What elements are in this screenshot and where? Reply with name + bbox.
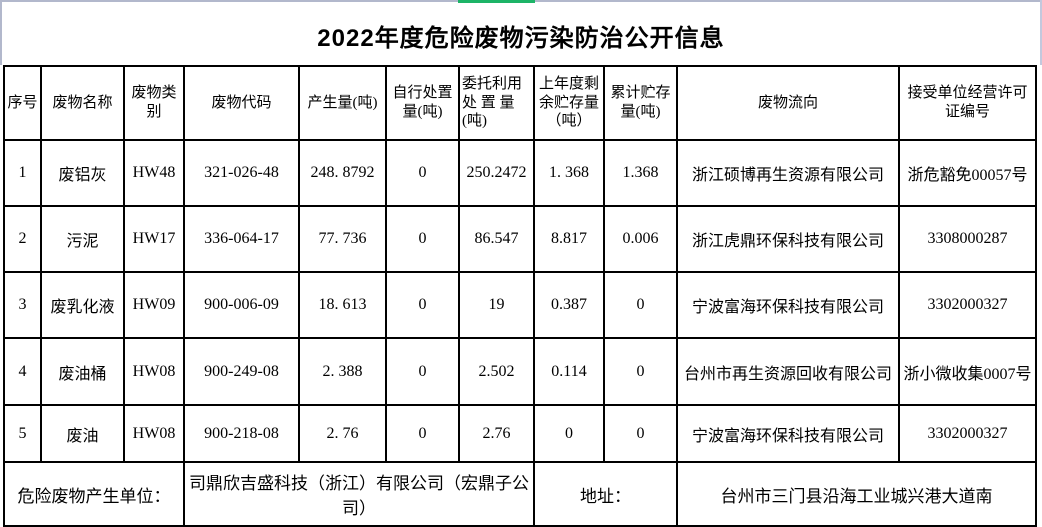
col-header-entrusted: 委托利用 处 置 量 (吨) (458, 65, 535, 141)
cell-code: 900-006-09 (183, 271, 300, 339)
cell-self-disposed: 0 (385, 337, 460, 406)
cell-license: 3308000287 (898, 205, 1037, 273)
cell-produced: 77. 736 (298, 205, 387, 273)
cell-prev-storage: 0.387 (533, 271, 605, 339)
cell-seq: 1 (3, 139, 42, 207)
cell-seq: 5 (3, 404, 42, 463)
page-title: 2022年度危险废物污染防治公开信息 (317, 24, 725, 52)
cell-flow: 浙江硕博再生资源有限公司 (676, 139, 900, 207)
col-header-prev-storage: 上年度剩 余贮存量 （吨） (533, 65, 605, 141)
cell-entrusted: 250.2472 (458, 139, 535, 207)
cell-category: HW08 (123, 337, 185, 406)
cell-entrusted: 86.547 (458, 205, 535, 273)
table-row: 5 废油 HW08 900-218-08 2. 76 0 2.76 0 0 宁波… (3, 404, 1037, 463)
cell-self-disposed: 0 (385, 271, 460, 339)
cell-cumulative: 1.368 (603, 139, 678, 207)
cell-prev-storage: 8.817 (533, 205, 605, 273)
col-header-produced: 产生量(吨) (298, 65, 387, 141)
producer-value: 司鼎欣吉盛科技（浙江）有限公司（宏鼎子公司） (183, 461, 535, 527)
cell-cumulative: 0 (603, 404, 678, 463)
cell-license: 3302000327 (898, 404, 1037, 463)
cell-code: 336-064-17 (183, 205, 300, 273)
cell-entrusted: 2.502 (458, 337, 535, 406)
cell-waste-name: 废油桶 (40, 337, 125, 406)
cell-category: HW17 (123, 205, 185, 273)
cell-flow: 台州市再生资源回收有限公司 (676, 337, 900, 406)
cell-code: 900-218-08 (183, 404, 300, 463)
cell-seq: 2 (3, 205, 42, 273)
cell-flow: 宁波富海环保科技有限公司 (676, 404, 900, 463)
cell-waste-name: 废铝灰 (40, 139, 125, 207)
cell-produced: 18. 613 (298, 271, 387, 339)
table-row: 3 废乳化液 HW09 900-006-09 18. 613 0 19 0.38… (3, 271, 1037, 339)
address-label: 地址： (533, 461, 678, 527)
cell-seq: 4 (3, 337, 42, 406)
col-header-cumulative: 累计贮存 量(吨) (603, 65, 678, 141)
cell-self-disposed: 0 (385, 404, 460, 463)
col-header-flow: 废物流向 (676, 65, 900, 141)
col-header-self-disposed: 自行处置 量(吨) (385, 65, 460, 141)
cell-category: HW09 (123, 271, 185, 339)
producer-label: 危险废物产生单位： (3, 461, 185, 527)
cell-category: HW48 (123, 139, 185, 207)
col-header-code: 废物代码 (183, 65, 300, 141)
cell-license: 浙小微收集0007号 (898, 337, 1037, 406)
cell-flow: 浙江虎鼎环保科技有限公司 (676, 205, 900, 273)
cell-seq: 3 (3, 271, 42, 339)
cell-self-disposed: 0 (385, 139, 460, 207)
cell-license: 3302000327 (898, 271, 1037, 339)
table-row: 4 废油桶 HW08 900-249-08 2. 388 0 2.502 0.1… (3, 337, 1037, 406)
cell-produced: 248. 8792 (298, 139, 387, 207)
cell-code: 321-026-48 (183, 139, 300, 207)
window-left-edge-line (0, 0, 2, 65)
table-row: 1 废铝灰 HW48 321-026-48 248. 8792 0 250.24… (3, 139, 1037, 207)
table-header-row: 序号 废物名称 废物类 别 废物代码 产生量(吨) 自行处置 量(吨) 委托利用… (3, 65, 1037, 141)
scroll-progress-indicator (458, 0, 535, 3)
cell-code: 900-249-08 (183, 337, 300, 406)
col-header-license: 接受单位经营许可 证编号 (898, 65, 1037, 141)
table-footer-row: 危险废物产生单位： 司鼎欣吉盛科技（浙江）有限公司（宏鼎子公司） 地址： 台州市… (3, 461, 1037, 527)
col-header-waste-name: 废物名称 (40, 65, 125, 141)
cell-license: 浙危豁免00057号 (898, 139, 1037, 207)
cell-waste-name: 废油 (40, 404, 125, 463)
cell-cumulative: 0 (603, 337, 678, 406)
cell-prev-storage: 1. 368 (533, 139, 605, 207)
cell-self-disposed: 0 (385, 205, 460, 273)
col-header-seq: 序号 (3, 65, 42, 141)
cell-prev-storage: 0 (533, 404, 605, 463)
cell-category: HW08 (123, 404, 185, 463)
cell-cumulative: 0.006 (603, 205, 678, 273)
cell-cumulative: 0 (603, 271, 678, 339)
cell-prev-storage: 0.114 (533, 337, 605, 406)
table-row: 2 污泥 HW17 336-064-17 77. 736 0 86.547 8.… (3, 205, 1037, 273)
cell-waste-name: 污泥 (40, 205, 125, 273)
window-right-edge-line (1040, 0, 1042, 65)
cell-entrusted: 2.76 (458, 404, 535, 463)
cell-entrusted: 19 (458, 271, 535, 339)
cell-waste-name: 废乳化液 (40, 271, 125, 339)
col-header-category: 废物类 别 (123, 65, 185, 141)
cell-produced: 2. 76 (298, 404, 387, 463)
hazardous-waste-table: 序号 废物名称 废物类 别 废物代码 产生量(吨) 自行处置 量(吨) 委托利用… (3, 65, 1037, 527)
cell-produced: 2. 388 (298, 337, 387, 406)
cell-flow: 宁波富海环保科技有限公司 (676, 271, 900, 339)
address-value: 台州市三门县沿海工业城兴港大道南 (676, 461, 1037, 527)
